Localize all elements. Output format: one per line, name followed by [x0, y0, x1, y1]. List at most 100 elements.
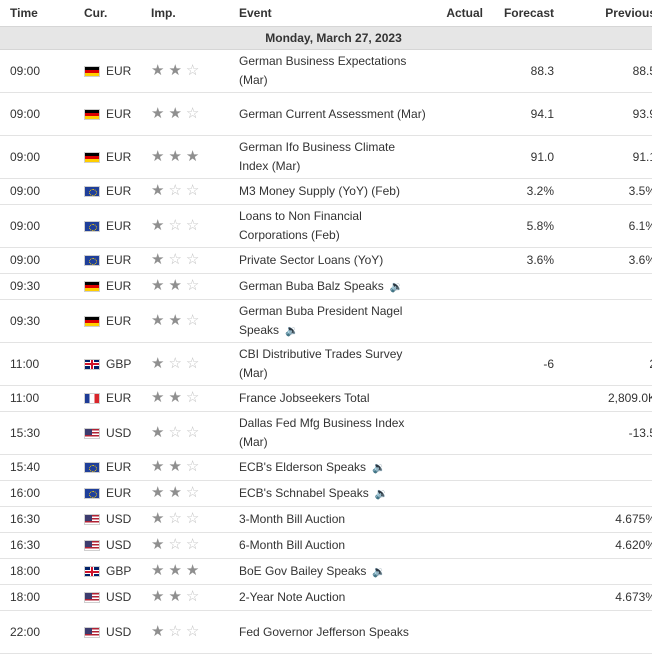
event-time: 16:30	[0, 506, 84, 533]
importance-stars: ★ ☆ ☆	[151, 252, 203, 267]
event-name[interactable]: Private Sector Loans (YoY)	[239, 253, 384, 267]
event-previous: 88.5	[554, 49, 652, 93]
event-time: 09:00	[0, 204, 84, 248]
header-forecast[interactable]: Forecast	[483, 0, 554, 27]
event-row[interactable]: 09:30 EUR ★ ★ ☆ German Buba President Nagel S…	[0, 299, 652, 343]
event-cell[interactable]: German Business Expectations (Mar)	[239, 49, 431, 93]
event-row[interactable]: 11:00 GBP ★ ☆ ☆ CBI Distributive Trades Surve…	[0, 342, 652, 386]
event-name[interactable]: German Business Expectations (Mar)	[239, 54, 407, 87]
event-importance: ★ ★ ☆	[151, 92, 239, 136]
event-row[interactable]: 18:00 USD ★ ★ ☆ 2-Year Note Auction 4.673%	[0, 584, 652, 611]
event-row[interactable]: 15:40 EUR ★ ★ ☆ ECB's Elderson Speaks 🔉	[0, 454, 652, 481]
event-cell[interactable]: German Current Assessment (Mar)	[239, 92, 431, 136]
event-name[interactable]: Loans to Non Financial Corporations (Feb…	[239, 209, 362, 242]
importance-stars: ★ ☆ ☆	[151, 511, 203, 526]
star-filled-icon: ★	[168, 104, 182, 122]
germany-flag-icon	[84, 108, 100, 120]
event-row[interactable]: 22:00 USD ★ ☆ ☆ Fed Governor Jefferson Speaks	[0, 610, 652, 654]
event-forecast	[483, 299, 554, 343]
event-currency-cell: EUR	[84, 49, 151, 93]
event-currency: GBP	[106, 564, 132, 578]
us-flag-icon	[84, 514, 100, 525]
event-name[interactable]: ECB's Elderson Speaks	[239, 459, 367, 474]
event-row[interactable]: 09:00 EUR ★ ★ ★ German Ifo Business Climate I…	[0, 135, 652, 179]
event-row[interactable]: 18:00 GBP ★ ★ ★ BoE Gov Bailey Speaks 🔉	[0, 558, 652, 585]
event-cell[interactable]: ECB's Elderson Speaks 🔉	[239, 454, 431, 481]
event-cell[interactable]: 2-Year Note Auction	[239, 584, 431, 611]
event-previous: 3.5%	[554, 178, 652, 205]
event-name[interactable]: German Ifo Business Climate Index (Mar)	[239, 140, 396, 173]
event-row[interactable]: 09:30 EUR ★ ★ ☆ German Buba Balz Speaks 🔉	[0, 273, 652, 300]
event-cell[interactable]: German Buba Balz Speaks 🔉	[239, 273, 431, 300]
event-row[interactable]: 09:00 EUR ★ ☆ ☆ Loans to Non Financial Corpor…	[0, 204, 652, 248]
event-importance: ★ ☆ ☆	[151, 411, 239, 455]
event-name[interactable]: 6-Month Bill Auction	[239, 538, 346, 552]
event-cell[interactable]: Loans to Non Financial Corporations (Feb…	[239, 204, 431, 248]
importance-stars: ★ ☆ ☆	[151, 183, 203, 198]
header-actual[interactable]: Actual	[431, 0, 483, 27]
header-event[interactable]: Event	[239, 0, 431, 27]
event-cell[interactable]: German Buba President Nagel Speaks 🔉	[239, 299, 431, 343]
event-cell[interactable]: 3-Month Bill Auction	[239, 506, 431, 533]
event-currency-cell: EUR	[84, 178, 151, 205]
date-row: Monday, March 27, 2023	[0, 26, 652, 50]
star-empty-icon: ☆	[168, 622, 182, 640]
event-row[interactable]: 16:30 USD ★ ☆ ☆ 3-Month Bill Auction 4.675%	[0, 506, 652, 533]
event-actual	[431, 584, 483, 611]
event-currency: EUR	[106, 149, 132, 164]
event-importance: ★ ☆ ☆	[151, 610, 239, 654]
star-filled-icon: ★	[168, 147, 182, 165]
event-name[interactable]: ECB's Schnabel Speaks	[239, 485, 369, 500]
event-row[interactable]: 09:00 EUR ★ ★ ☆ German Business Expectations …	[0, 49, 652, 93]
event-cell[interactable]: BoE Gov Bailey Speaks 🔉	[239, 558, 431, 585]
event-cell[interactable]: Private Sector Loans (YoY)	[239, 247, 431, 274]
importance-stars: ★ ☆ ☆	[151, 356, 203, 371]
event-currency: EUR	[106, 391, 132, 405]
header-currency[interactable]: Cur.	[84, 0, 151, 27]
event-cell[interactable]: 6-Month Bill Auction	[239, 532, 431, 559]
event-name[interactable]: 3-Month Bill Auction	[239, 512, 346, 526]
event-cell[interactable]: ECB's Schnabel Speaks 🔉	[239, 480, 431, 507]
event-name[interactable]: CBI Distributive Trades Survey (Mar)	[239, 347, 403, 380]
event-row[interactable]: 16:30 USD ★ ☆ ☆ 6-Month Bill Auction 4.620%	[0, 532, 652, 559]
event-time: 09:30	[0, 273, 84, 300]
event-cell[interactable]: CBI Distributive Trades Survey (Mar)	[239, 342, 431, 386]
event-cell[interactable]: France Jobseekers Total	[239, 385, 431, 412]
event-name[interactable]: France Jobseekers Total	[239, 391, 370, 405]
event-currency: EUR	[106, 106, 132, 121]
event-cell[interactable]: M3 Money Supply (YoY) (Feb)	[239, 178, 431, 205]
event-currency: EUR	[106, 279, 132, 293]
importance-stars: ★ ★ ☆	[151, 313, 203, 328]
event-actual	[431, 178, 483, 205]
event-name[interactable]: BoE Gov Bailey Speaks	[239, 563, 367, 578]
event-name[interactable]: German Buba Balz Speaks	[239, 278, 384, 293]
event-cell[interactable]: German Ifo Business Climate Index (Mar)	[239, 135, 431, 179]
header-previous[interactable]: Previous	[554, 0, 652, 27]
event-name[interactable]: 2-Year Note Auction	[239, 590, 346, 604]
event-actual	[431, 247, 483, 274]
event-row[interactable]: 16:00 EUR ★ ★ ☆ ECB's Schnabel Speaks 🔉	[0, 480, 652, 507]
event-currency-cell: GBP	[84, 558, 151, 585]
event-name[interactable]: German Current Assessment (Mar)	[239, 106, 426, 121]
event-currency-cell: USD	[84, 532, 151, 559]
event-forecast: 5.8%	[483, 204, 554, 248]
event-row[interactable]: 09:00 EUR ★ ☆ ☆ M3 Money Supply (YoY) (Feb) 3.…	[0, 178, 652, 205]
event-cell[interactable]: Dallas Fed Mfg Business Index (Mar)	[239, 411, 431, 455]
star-filled-icon: ★	[168, 311, 182, 329]
event-forecast: 94.1	[483, 92, 554, 136]
event-name[interactable]: German Buba President Nagel Speaks	[239, 303, 403, 337]
event-row[interactable]: 15:30 USD ★ ☆ ☆ Dallas Fed Mfg Business Index…	[0, 411, 652, 455]
event-currency-cell: GBP	[84, 342, 151, 386]
header-time[interactable]: Time	[0, 0, 84, 27]
event-row[interactable]: 11:00 EUR ★ ★ ☆ France Jobseekers Total 2,809.…	[0, 385, 652, 412]
event-name[interactable]: Fed Governor Jefferson Speaks	[239, 624, 409, 639]
event-cell[interactable]: Fed Governor Jefferson Speaks	[239, 610, 431, 654]
event-row[interactable]: 09:00 EUR ★ ☆ ☆ Private Sector Loans (YoY) 3.6…	[0, 247, 652, 274]
event-name[interactable]: M3 Money Supply (YoY) (Feb)	[239, 184, 400, 198]
event-name[interactable]: Dallas Fed Mfg Business Index (Mar)	[239, 416, 405, 449]
star-empty-icon: ☆	[168, 251, 182, 268]
header-importance[interactable]: Imp.	[151, 0, 239, 27]
star-empty-icon: ☆	[168, 216, 182, 234]
event-row[interactable]: 09:00 EUR ★ ★ ☆ German Current Assessment (Ma…	[0, 92, 652, 136]
